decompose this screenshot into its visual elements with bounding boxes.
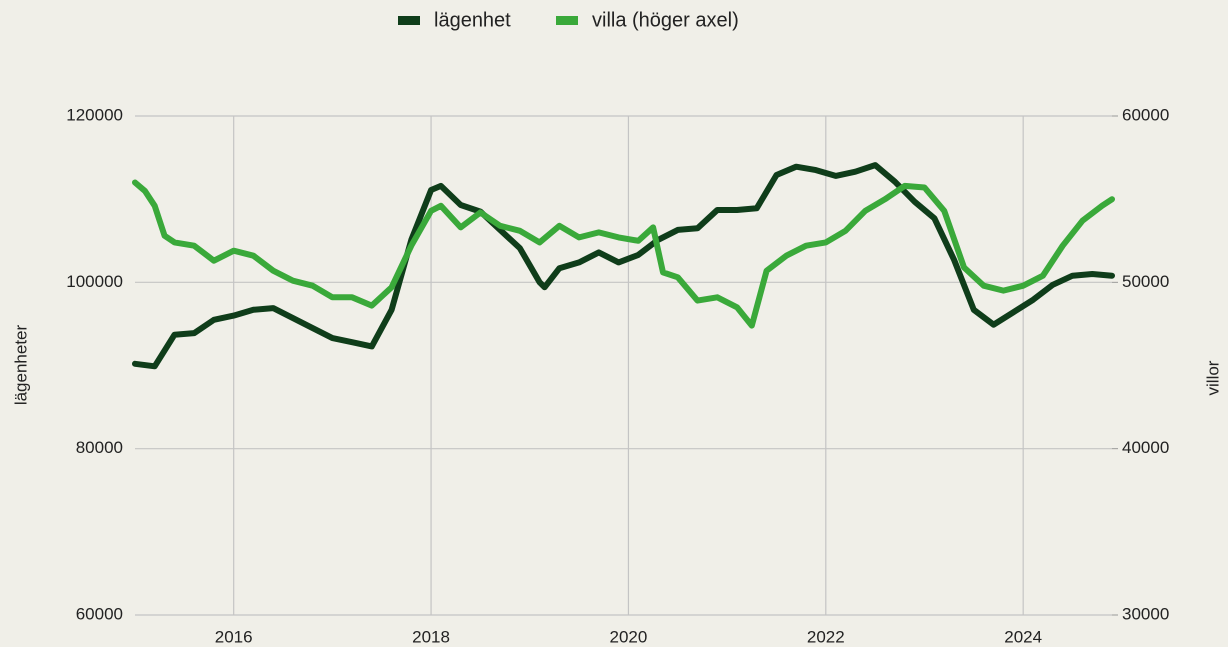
y2-tick-label: 30000 bbox=[1122, 604, 1169, 623]
x-tick-label: 2022 bbox=[807, 627, 845, 646]
x-tick-label: 2018 bbox=[412, 627, 450, 646]
x-tick-label: 2016 bbox=[215, 627, 253, 646]
y2-tick-label: 50000 bbox=[1122, 272, 1169, 291]
y2-tick-label: 40000 bbox=[1122, 438, 1169, 457]
legend-swatch bbox=[556, 16, 578, 25]
legend-label: lägenhet bbox=[434, 9, 511, 31]
y-axis-title: lägenheter bbox=[11, 324, 30, 405]
legend-label: villa (höger axel) bbox=[592, 9, 739, 31]
line bbox=[132, 179, 1115, 329]
x-tick-label: 2020 bbox=[610, 627, 648, 646]
y-tick-label: 100000 bbox=[66, 272, 123, 291]
y2-axis-title: villor bbox=[1203, 360, 1222, 395]
line bbox=[132, 162, 1115, 370]
x-tick-label: 2024 bbox=[1004, 627, 1042, 646]
y2-tick-label: 60000 bbox=[1122, 105, 1169, 124]
y-tick-label: 60000 bbox=[76, 604, 123, 623]
y-tick-label: 120000 bbox=[66, 105, 123, 124]
legend-swatch bbox=[398, 16, 420, 25]
y-tick-label: 80000 bbox=[76, 438, 123, 457]
